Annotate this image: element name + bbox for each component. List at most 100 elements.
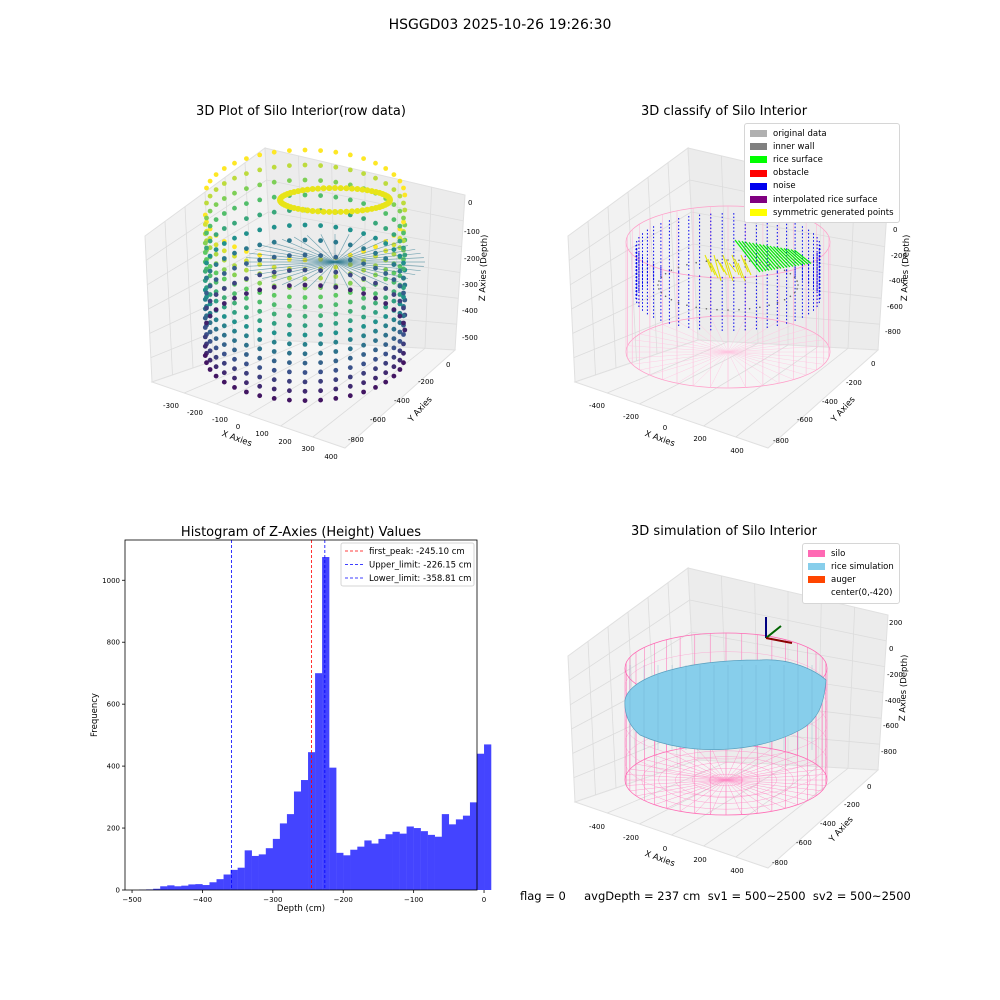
raw-point <box>207 273 213 279</box>
raw-point <box>333 284 339 290</box>
raw-point <box>221 304 227 310</box>
raw-point <box>326 208 333 215</box>
raw-point <box>302 177 308 183</box>
raw-point <box>244 156 249 162</box>
raw-point <box>232 356 237 362</box>
simulation-z-tick: -200 <box>887 671 903 679</box>
classify-symmetric <box>722 254 731 279</box>
raw-x-tick: 0 <box>236 423 240 431</box>
classify-silo-floor-spoke <box>727 339 824 353</box>
raw-ray <box>254 248 336 263</box>
histogram-bar <box>448 824 457 890</box>
classify-rice-line <box>766 244 788 268</box>
classify-original-point <box>677 301 680 304</box>
legend-swatch <box>750 143 767 151</box>
raw-ray <box>254 261 336 276</box>
classify-z-tick: -600 <box>887 303 903 311</box>
raw-point <box>333 164 339 170</box>
raw-point <box>373 310 378 315</box>
raw-point <box>232 250 237 256</box>
raw-plot-title: 3D Plot of Silo Interior(row data) <box>196 104 406 119</box>
raw-point <box>213 251 219 257</box>
raw-point <box>373 375 378 381</box>
histogram-bar <box>293 791 302 890</box>
classify-rice-line <box>759 243 782 269</box>
classify-original-point <box>686 264 688 266</box>
raw-point <box>207 178 213 184</box>
classify-original-point <box>793 276 796 279</box>
raw-point <box>213 242 219 248</box>
classify-symmetric <box>704 254 713 273</box>
histogram-bar <box>279 823 288 890</box>
legend-label: obstacle <box>773 168 809 179</box>
raw-point <box>207 298 213 304</box>
histogram-bar <box>258 854 266 890</box>
classify-silo-floor-spoke <box>662 324 729 353</box>
raw-point <box>213 270 219 276</box>
classify-legend-item: rice surface <box>750 153 894 166</box>
raw-point <box>271 302 277 308</box>
classify-original-point <box>776 301 779 304</box>
raw-point <box>333 194 339 200</box>
histogram-bar <box>188 884 196 890</box>
simulation-auger <box>765 617 793 644</box>
classify-legend-item: inner wall <box>750 140 894 153</box>
raw-point <box>271 367 277 373</box>
histogram-bar <box>455 819 464 890</box>
raw-point <box>333 292 339 298</box>
raw-point <box>287 303 292 309</box>
raw-point <box>302 147 308 153</box>
classify-silo-floor-spoke <box>692 318 729 353</box>
raw-point <box>397 298 403 304</box>
raw-point <box>221 314 227 319</box>
classify-gridline <box>573 307 697 359</box>
histogram-legend-label: Lower_limit: -358.81 cm <box>369 574 471 584</box>
raw-point <box>333 367 339 373</box>
raw-point <box>213 326 219 332</box>
raw-point <box>383 301 389 306</box>
raw-point <box>302 332 308 338</box>
raw-point <box>333 396 339 401</box>
raw-point <box>207 193 213 199</box>
simulation-x-tick: 0 <box>663 845 667 853</box>
raw-point <box>271 179 277 185</box>
raw-point <box>213 172 219 178</box>
raw-point <box>244 291 249 296</box>
histogram-bar <box>244 850 252 890</box>
simulation-y-tick: -200 <box>844 801 860 809</box>
classify-y-tick: -800 <box>773 437 789 445</box>
classify-gridline <box>696 307 880 325</box>
raw-z-axis-label: Z Axies (Depth) <box>478 234 490 301</box>
raw-point <box>302 351 308 357</box>
classify-silo-floor-spoke <box>727 351 829 359</box>
raw-z-tick: -100 <box>464 228 480 236</box>
raw-x-tick: 400 <box>324 453 337 461</box>
raw-point <box>383 295 389 301</box>
classify-rice-line <box>783 247 803 266</box>
legend-label: auger <box>831 574 856 585</box>
raw-point <box>207 367 213 372</box>
histogram-bar <box>272 838 281 890</box>
classify-x-tick: 200 <box>693 435 706 443</box>
histogram-bar <box>251 855 259 890</box>
raw-point <box>373 291 378 297</box>
raw-point <box>333 224 339 230</box>
histogram-bar <box>315 673 323 890</box>
classify-z-tick: -200 <box>891 252 907 260</box>
legend-swatch <box>750 209 767 217</box>
classify-rice-line <box>790 249 809 265</box>
raw-point <box>318 369 323 375</box>
simulation-z-tick: -400 <box>885 697 901 705</box>
classify-silo-wireframe <box>625 205 831 389</box>
raw-point <box>202 334 208 340</box>
simulation-rice-mesh <box>624 659 827 750</box>
classify-silo-floor-spoke <box>639 351 729 371</box>
raw-point <box>361 156 366 162</box>
raw-ray <box>281 261 336 286</box>
raw-point <box>244 286 249 292</box>
raw-point <box>244 370 249 376</box>
raw-point <box>257 182 263 188</box>
raw-point <box>401 200 406 206</box>
raw-point <box>391 172 397 178</box>
